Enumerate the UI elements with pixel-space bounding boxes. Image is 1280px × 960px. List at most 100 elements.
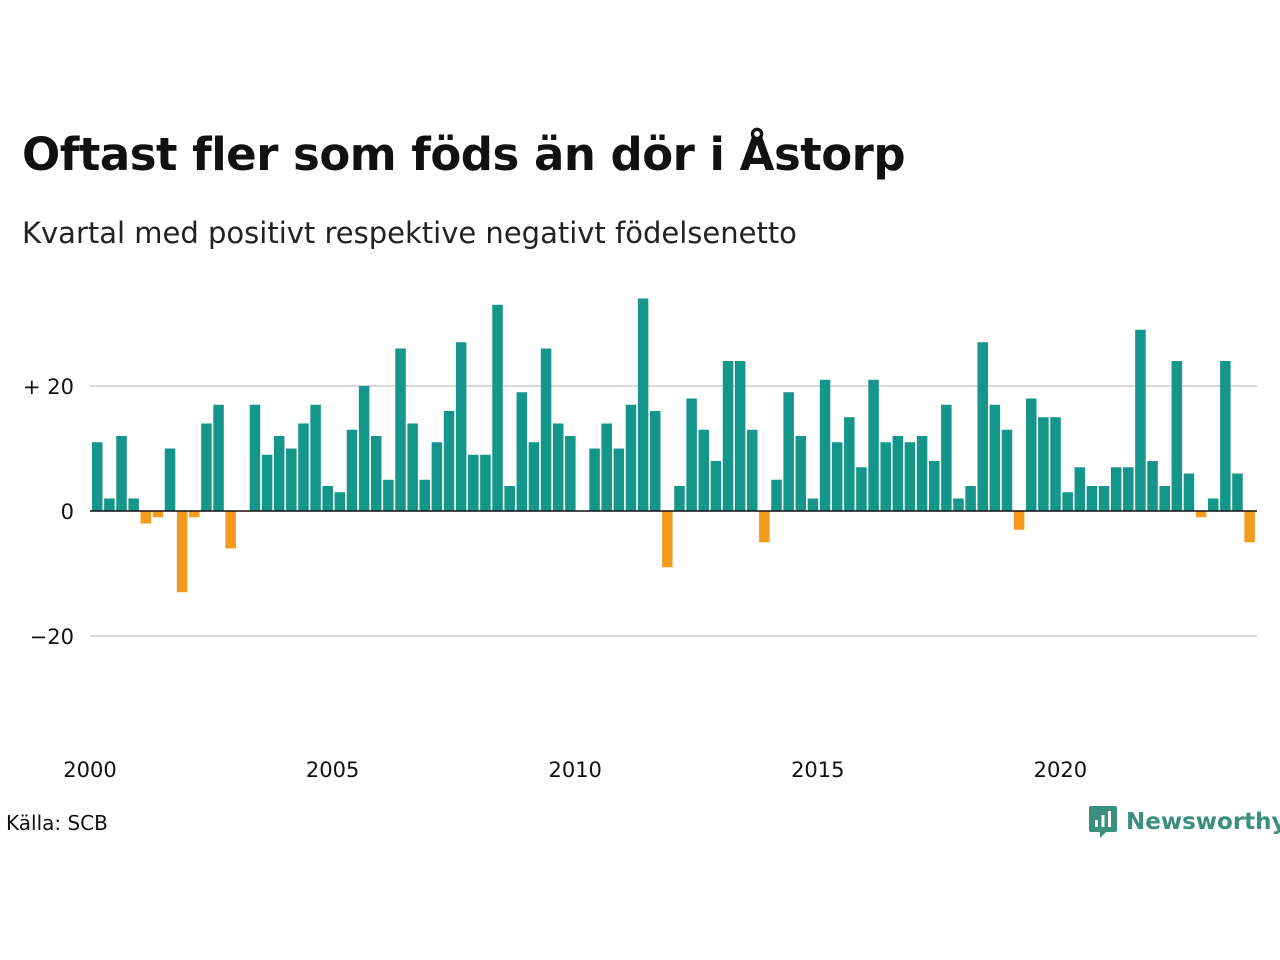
bar-positive <box>1110 467 1122 511</box>
chart-title: Oftast fler som föds än dör i Åstorp <box>22 128 906 181</box>
y-axis-labels: + 20 0 −20 <box>23 375 74 649</box>
bar-chart: + 20 0 −20 2000 2005 2010 2015 2020 <box>23 298 1257 782</box>
bar-positive <box>686 398 697 511</box>
bar-positive <box>783 392 794 511</box>
bar-positive <box>565 436 576 511</box>
bar-positive <box>880 442 891 511</box>
bar-positive <box>1147 461 1158 511</box>
x-tick-label: 2005 <box>306 758 359 782</box>
bar-positive <box>334 492 346 511</box>
bar-positive <box>613 448 625 511</box>
bar-positive <box>1026 398 1037 511</box>
bar-negative <box>152 511 164 518</box>
bar-positive <box>601 423 612 511</box>
x-tick-label: 2015 <box>791 758 844 782</box>
bar-negative <box>225 511 236 549</box>
chart-subtitle: Kvartal med positivt respektive negativt… <box>22 216 797 250</box>
x-axis-labels: 2000 2005 2010 2015 2020 <box>63 758 1087 782</box>
bar-positive <box>1062 492 1073 511</box>
bar-positive <box>1171 361 1183 511</box>
bar-positive <box>856 467 867 511</box>
bar-positive <box>286 448 297 511</box>
x-tick-label: 2010 <box>548 758 601 782</box>
bar-positive <box>1074 467 1086 511</box>
bar-positive <box>528 442 540 511</box>
bar-positive <box>1098 486 1110 511</box>
bar-positive <box>201 423 212 511</box>
bar-positive <box>346 429 358 511</box>
bar-positive <box>492 304 503 511</box>
bar-negative <box>1195 511 1207 518</box>
bar-positive <box>904 442 916 511</box>
bar-positive <box>1086 486 1098 511</box>
bar-positive <box>989 404 1001 511</box>
bar-positive <box>674 486 685 511</box>
bar-positive <box>941 404 952 511</box>
bar-positive <box>977 342 988 511</box>
bar-positive <box>104 498 115 511</box>
bar-positive <box>128 498 139 511</box>
bar-positive <box>625 404 637 511</box>
bar-positive <box>710 461 722 511</box>
bar-positive <box>370 436 382 511</box>
bar-positive <box>249 404 261 511</box>
bar-positive <box>892 436 904 511</box>
bar-positive <box>747 429 758 511</box>
bar-positive <box>516 392 528 511</box>
bar-negative <box>140 511 152 524</box>
bar-positive <box>480 454 491 511</box>
bar-positive <box>443 411 455 511</box>
bar-positive <box>637 298 649 511</box>
bar-positive <box>795 436 807 511</box>
bar-positive <box>965 486 976 511</box>
y-tick-label: 0 <box>61 500 74 524</box>
bar-positive <box>1207 498 1219 511</box>
bar-positive <box>504 486 515 511</box>
bar-positive <box>310 404 321 511</box>
gridlines <box>90 385 1257 637</box>
bar-positive <box>831 442 843 511</box>
bar-positive <box>1050 417 1061 511</box>
bar-positive <box>1220 361 1231 511</box>
bar-positive <box>455 342 467 511</box>
bar-positive <box>844 417 855 511</box>
bar-positive <box>116 436 127 511</box>
bar-positive <box>771 479 782 511</box>
newsworthy-logo[interactable]: Newsworthy <box>1088 804 1280 840</box>
bar-positive <box>552 423 564 511</box>
bars <box>92 298 1255 593</box>
x-tick-label: 2020 <box>1034 758 1087 782</box>
bar-positive <box>395 348 406 511</box>
bar-negative <box>176 511 188 593</box>
bar-positive <box>1232 473 1243 511</box>
bar-positive <box>468 454 479 511</box>
bar-positive <box>1159 486 1170 511</box>
bar-negative <box>189 511 200 518</box>
bar-positive <box>698 429 709 511</box>
bar-positive <box>819 379 831 511</box>
bar-negative <box>759 511 770 543</box>
bar-positive <box>92 442 103 511</box>
bar-positive <box>298 423 309 511</box>
y-tick-label: −20 <box>30 625 74 649</box>
bar-positive <box>322 486 333 511</box>
bar-positive <box>1038 417 1049 511</box>
newsworthy-logo-icon <box>1089 806 1117 838</box>
bar-positive <box>928 461 940 511</box>
bar-positive <box>273 436 285 511</box>
x-tick-label: 2000 <box>63 758 116 782</box>
bar-positive <box>540 348 552 511</box>
bar-positive <box>916 436 928 511</box>
bar-positive <box>164 448 176 511</box>
newsworthy-logo-text: Newsworthy <box>1126 809 1280 835</box>
bar-negative <box>1013 511 1025 530</box>
bar-positive <box>722 361 734 511</box>
bar-positive <box>649 411 661 511</box>
bar-positive <box>734 361 746 511</box>
bar-positive <box>431 442 443 511</box>
bar-positive <box>358 386 370 511</box>
bar-positive <box>807 498 819 511</box>
bar-positive <box>419 479 431 511</box>
bar-positive <box>383 479 394 511</box>
bar-positive <box>589 448 600 511</box>
